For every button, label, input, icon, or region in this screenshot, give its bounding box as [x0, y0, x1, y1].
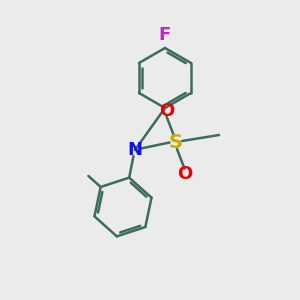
Text: O: O: [159, 102, 174, 120]
Text: F: F: [159, 26, 171, 44]
Text: N: N: [128, 141, 142, 159]
Text: O: O: [177, 165, 192, 183]
Text: S: S: [169, 133, 182, 152]
